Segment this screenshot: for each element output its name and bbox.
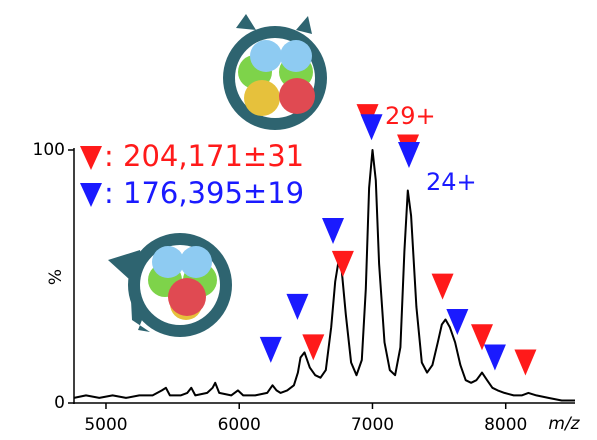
y-tick-label: 100 bbox=[33, 140, 65, 160]
legend-symbol bbox=[80, 183, 102, 207]
charge-marker bbox=[322, 217, 345, 244]
y-axis-label: % bbox=[46, 269, 66, 285]
charge-label: 29+ bbox=[385, 102, 436, 130]
x-axis-label: m/z bbox=[548, 414, 580, 434]
y-tick-label: 0 bbox=[54, 393, 65, 413]
charge-marker bbox=[483, 344, 506, 371]
charge-marker bbox=[302, 334, 325, 361]
charge-marker bbox=[259, 336, 282, 363]
x-tick-label: 7000 bbox=[351, 415, 394, 435]
x-tick-label: 8000 bbox=[484, 415, 527, 435]
spectrum-line bbox=[73, 149, 575, 402]
x-tick-label: 5000 bbox=[84, 415, 127, 435]
charge-marker bbox=[331, 250, 354, 277]
charge-marker bbox=[360, 114, 383, 141]
charge-marker bbox=[286, 293, 309, 320]
charge-marker bbox=[514, 349, 537, 376]
charge-marker bbox=[446, 309, 469, 336]
legend-symbol bbox=[80, 146, 102, 170]
legend-label: : 176,395±19 bbox=[104, 176, 304, 210]
legend-label: : 204,171±31 bbox=[104, 139, 304, 173]
x-tick-label: 6000 bbox=[218, 415, 261, 435]
charge-marker bbox=[397, 142, 420, 169]
charge-marker bbox=[470, 324, 493, 351]
charge-label: 24+ bbox=[426, 168, 477, 196]
protein-icon bbox=[223, 14, 327, 130]
protein-icon bbox=[108, 233, 232, 337]
charge-marker bbox=[431, 273, 454, 300]
